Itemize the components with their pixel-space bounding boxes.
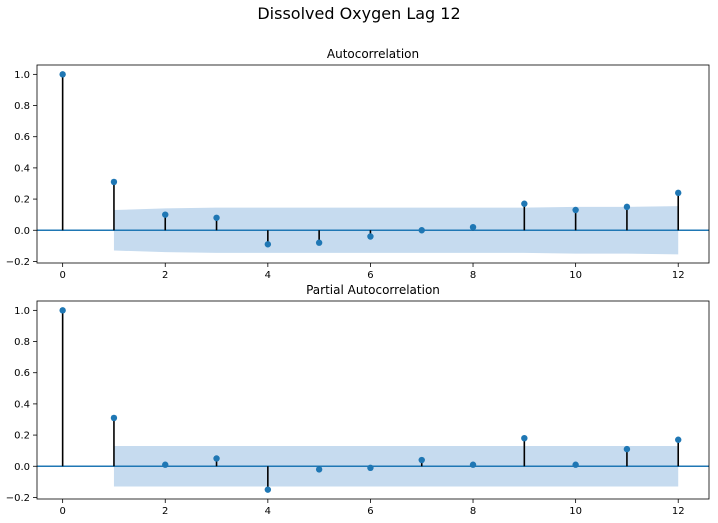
marker-lag-7	[418, 456, 425, 464]
marker-lag-2	[162, 211, 169, 218]
marker-lag-5	[315, 239, 323, 246]
x-tick-label: 4	[265, 506, 271, 517]
x-tick-label: 0	[59, 506, 65, 517]
panel-acf: 0 2 4 6 8 10 12 1.0 0.8 0.6 0.4 0.2 0.0 −0.2 Autocorre…	[6, 47, 710, 281]
marker-lag-1	[110, 414, 118, 422]
marker-lag-8	[469, 461, 477, 468]
marker-lag-0	[59, 307, 66, 314]
x-tick-label: 12	[672, 270, 685, 281]
y-tick-label: −0.2	[6, 257, 30, 268]
marker-lag-12	[675, 436, 682, 443]
marker-lag-0	[59, 71, 66, 78]
x-tick-label: 6	[367, 506, 373, 517]
marker-lag-6	[367, 464, 374, 472]
panel-title: Autocorrelation	[327, 47, 419, 61]
marker-lag-12	[675, 189, 682, 197]
y-tick-label: 0.0	[14, 226, 30, 237]
marker-lag-9	[521, 200, 528, 207]
y-tick-label: −0.2	[6, 493, 30, 504]
marker-lag-7	[418, 227, 425, 234]
marker-lag-10	[572, 461, 579, 468]
y-tick-label: 0.2	[14, 431, 30, 442]
y-tick-label: 0.0	[14, 462, 30, 473]
x-tick-label: 10	[569, 506, 582, 517]
x-tick-label: 8	[470, 506, 476, 517]
marker-lag-1	[110, 178, 118, 186]
marker-lag-11	[623, 445, 631, 453]
panel-title: Partial Autocorrelation	[306, 283, 440, 297]
x-tick-label: 2	[162, 506, 168, 517]
y-tick-label: 1.0	[14, 70, 30, 81]
y-tick-label: 0.8	[14, 101, 30, 112]
marker-lag-10	[572, 206, 579, 214]
y-tick-label: 0.6	[14, 368, 30, 379]
x-tick-label: 2	[162, 270, 168, 281]
panel-pacf: 0 2 4 6 8 10 12 1.0 0.8 0.6 0.4 0.2 0.0 −0.2 Partial A…	[6, 283, 710, 517]
marker-lag-11	[623, 203, 631, 211]
axes-frame	[36, 300, 710, 500]
axes-frame	[36, 64, 710, 264]
marker-lag-4	[264, 486, 272, 493]
y-tick-label: 0.4	[14, 163, 30, 174]
marker-lag-8	[469, 223, 477, 231]
x-tick-label: 0	[59, 270, 65, 281]
marker-lag-3	[213, 214, 220, 221]
y-tick-label: 0.2	[14, 195, 30, 206]
x-tick-label: 8	[470, 270, 476, 281]
y-tick-label: 0.6	[14, 132, 30, 143]
y-tick-label: 1.0	[14, 306, 30, 317]
x-tick-label: 10	[569, 270, 582, 281]
figure-title: Dissolved Oxygen Lag 12	[257, 4, 461, 23]
x-tick-label: 6	[367, 270, 373, 281]
y-tick-label: 0.8	[14, 337, 30, 348]
marker-lag-9	[521, 434, 528, 442]
x-tick-label: 4	[265, 270, 271, 281]
x-tick-label: 12	[672, 506, 685, 517]
marker-lag-3	[213, 455, 220, 462]
marker-lag-6	[367, 233, 374, 240]
marker-lag-2	[162, 461, 169, 468]
y-tick-label: 0.4	[14, 399, 30, 410]
marker-lag-4	[264, 241, 272, 248]
marker-lag-5	[315, 466, 323, 473]
